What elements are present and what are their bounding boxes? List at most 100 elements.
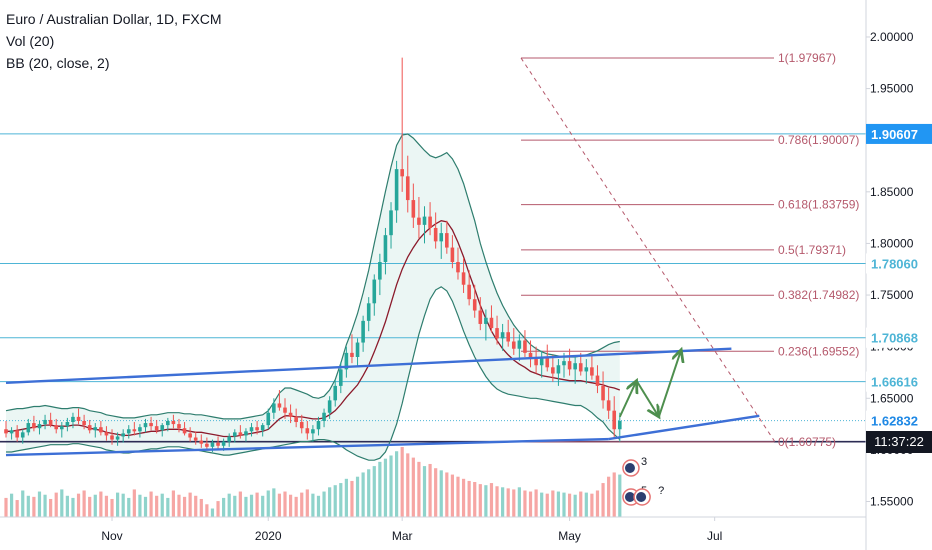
fib-level-label: 1(1.97967)	[778, 51, 836, 65]
fib-level-label: 0.618(1.83759)	[778, 198, 859, 212]
volume-bar	[4, 497, 8, 517]
candle-body	[472, 299, 477, 311]
event-marker-label: 3	[641, 456, 647, 468]
candle	[115, 432, 120, 446]
candle-body	[160, 425, 165, 431]
candle	[227, 433, 231, 447]
volume-bar	[171, 490, 175, 517]
candle	[232, 429, 237, 443]
level-price-tag-alt-bg	[866, 253, 932, 274]
candle-body	[126, 429, 131, 434]
volume-bar	[601, 483, 605, 517]
volume-bar	[210, 508, 215, 517]
candle-body	[534, 359, 538, 366]
candle	[288, 404, 293, 424]
candle-body	[590, 367, 594, 376]
candle-body	[366, 303, 371, 321]
bollinger-basis-line	[6, 220, 621, 438]
candle	[9, 427, 14, 440]
candle	[272, 398, 276, 419]
candle	[606, 387, 611, 419]
candle	[523, 330, 527, 357]
volume-bar	[261, 495, 265, 517]
volume-bar	[339, 483, 343, 517]
volume-bar	[277, 493, 282, 517]
candle	[249, 423, 254, 437]
candle-body	[238, 432, 243, 436]
volume-bar	[300, 492, 304, 517]
candle-body	[182, 428, 187, 434]
candle	[37, 420, 42, 435]
level-price-tag-alt2-bg	[866, 327, 932, 348]
volume-bar	[104, 495, 109, 517]
volume-bar	[528, 491, 533, 517]
x-tick-label: May	[558, 529, 581, 543]
volume-bar	[143, 496, 148, 517]
candle	[260, 423, 265, 437]
candle	[76, 408, 81, 425]
candle	[104, 426, 109, 441]
candle	[411, 183, 416, 228]
candle	[461, 257, 466, 293]
candle	[82, 414, 86, 430]
candle-body	[76, 416, 81, 421]
candle	[238, 425, 243, 439]
candle-body	[20, 432, 25, 438]
candle-body	[405, 176, 410, 201]
candle-body	[9, 430, 14, 434]
candle-body	[517, 340, 522, 349]
candle-body	[528, 352, 533, 360]
candle-body	[478, 310, 483, 324]
candle-body	[121, 433, 125, 437]
volume-bar	[32, 496, 36, 517]
volume-bar	[37, 491, 42, 517]
volume-bar	[99, 491, 103, 517]
volume-bar	[355, 476, 360, 517]
level-price-tag-alt3-text: 1.66616	[871, 375, 918, 390]
candle-body	[244, 431, 248, 436]
candle-body	[177, 424, 181, 429]
volume-bar	[350, 480, 354, 517]
volume-bar	[26, 495, 30, 517]
volume-bar	[428, 463, 432, 517]
candle	[283, 398, 287, 419]
candle-body	[288, 412, 293, 417]
candle	[389, 202, 393, 249]
volume-indicator-label[interactable]: Vol (20)	[6, 33, 55, 49]
candle	[450, 235, 455, 269]
candle	[322, 408, 326, 428]
plot-area: 1(1.97967) 0.786(1.90007) 0.618(1.83759) 0.…	[0, 51, 866, 517]
volume-bar	[205, 504, 209, 517]
candle	[456, 247, 460, 280]
volume-bar	[188, 492, 192, 517]
chart-legend: Euro / Australian Dollar, 1D, FXCM Vol (…	[6, 8, 222, 74]
projection-arrow	[635, 380, 659, 417]
symbol-title[interactable]: Euro / Australian Dollar, 1D, FXCM	[6, 11, 222, 27]
candle-body	[26, 423, 31, 433]
candle	[528, 340, 533, 368]
candle-body	[361, 320, 365, 343]
candle	[417, 196, 421, 239]
volume-bar	[244, 496, 248, 517]
flag-icon	[636, 492, 647, 502]
candle	[4, 420, 8, 438]
candle	[99, 420, 103, 436]
volume-bar	[333, 485, 337, 517]
y-tick-label: 1.65000	[870, 391, 914, 405]
volume-bar	[618, 474, 622, 517]
volume-bar	[199, 498, 203, 517]
candle-body	[143, 423, 148, 428]
candle	[205, 437, 209, 450]
candle-body	[601, 385, 605, 401]
candle	[517, 334, 522, 362]
volume-bar	[93, 494, 97, 517]
bollinger-indicator-label[interactable]: BB (20, close, 2)	[6, 55, 110, 71]
trendline-upper	[5, 347, 732, 384]
candle-body	[71, 416, 75, 423]
candle-body	[210, 442, 215, 447]
volume-bar	[127, 497, 131, 517]
candle	[266, 408, 271, 430]
candle-body	[216, 442, 220, 446]
